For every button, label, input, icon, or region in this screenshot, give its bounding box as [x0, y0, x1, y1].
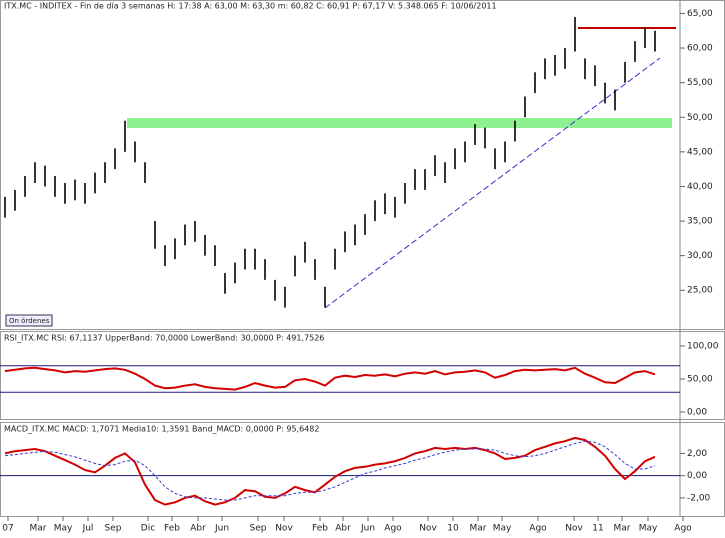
y-tick-label: 2,00: [687, 449, 707, 459]
x-tick-label: Mar: [470, 524, 487, 534]
x-tick-label: Abr: [190, 524, 206, 534]
rsi-title: RSI_ITX.MC RSI: 67,1137 UpperBand: 70,00…: [4, 334, 324, 343]
y-tick-label: 0,00: [687, 408, 707, 418]
x-tick-label: Jul: [82, 524, 94, 534]
y-tick-label: 25,00: [687, 286, 713, 296]
series-line: [4, 436, 656, 506]
x-tick-label: Ago: [529, 524, 547, 534]
x-tick-label: Jun: [214, 524, 229, 534]
x-tick-label: Sep: [105, 524, 122, 534]
y-tick-label: -2,00: [687, 493, 711, 503]
x-tick-label: May: [639, 524, 658, 534]
y-tick-label: 35,00: [687, 217, 713, 227]
x-tick-label: Ago: [674, 524, 692, 534]
x-tick-label: Nov: [565, 524, 583, 534]
y-tick-label: 30,00: [687, 251, 713, 261]
x-tick-label: May: [54, 524, 73, 534]
x-tick-label: Dic: [141, 524, 155, 534]
x-tick-label: Abr: [335, 524, 351, 534]
x-tick-label: Feb: [164, 524, 180, 534]
y-tick-label: 60,00: [687, 44, 713, 54]
x-tick-label: Ago: [384, 524, 402, 534]
y-tick-label: 55,00: [687, 78, 713, 88]
macd-title: MACD_ITX.MC MACD: 1,7071 Media10: 1,3591…: [4, 425, 319, 434]
y-tick-label: 50,00: [687, 374, 713, 384]
y-tick-label: 40,00: [687, 182, 713, 192]
orders-label: On órdenes: [9, 317, 50, 325]
series-line: [4, 440, 656, 501]
x-tick-label: Sep: [250, 524, 267, 534]
x-tick-label: May: [493, 524, 512, 534]
x-tick-label: Nov: [419, 524, 437, 534]
y-tick-label: 50,00: [687, 113, 713, 123]
y-tick-label: 100,00: [687, 341, 719, 351]
series-line: [4, 366, 656, 391]
y-tick-label: 65,00: [687, 9, 713, 19]
price-title: ITX.MC - INDITEX - Fin de día 3 semanas …: [4, 2, 497, 11]
x-tick-label: Mar: [614, 524, 631, 534]
x-tick-label: Nov: [275, 524, 293, 534]
y-tick-label: 0,00: [687, 471, 707, 481]
support-zone: [127, 118, 672, 128]
orders-button[interactable]: [5, 314, 53, 327]
x-tick-label: Mar: [30, 524, 47, 534]
trend-line: [324, 57, 661, 309]
x-tick-label: 07: [2, 524, 13, 534]
y-tick-label: 45,00: [687, 147, 713, 157]
x-tick-label: 11: [592, 524, 603, 534]
x-tick-label: Jun: [360, 524, 375, 534]
x-tick-label: 10: [447, 524, 459, 534]
x-tick-label: Feb: [312, 524, 328, 534]
